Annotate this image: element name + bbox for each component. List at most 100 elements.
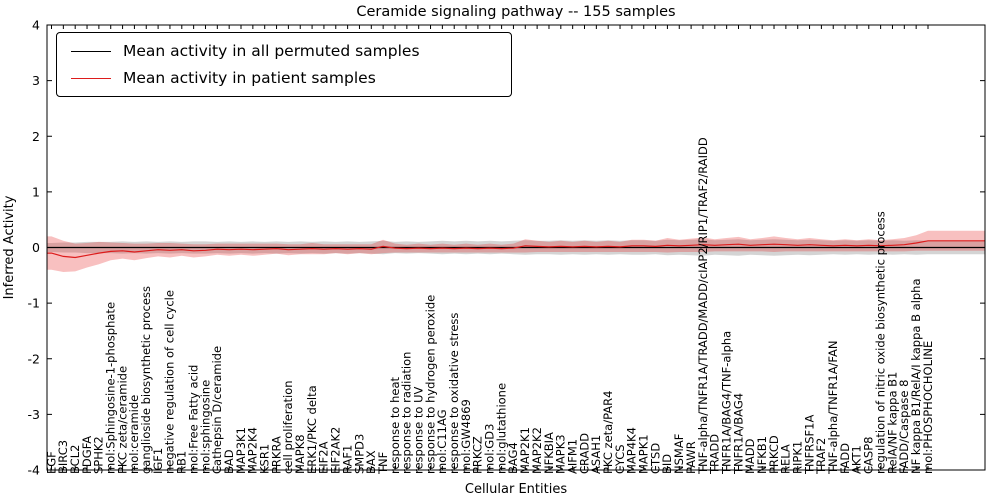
x-tick-label: MAP2K2 xyxy=(530,427,544,474)
x-tick-label: SPHK2 xyxy=(92,436,106,474)
x-tick-label: regulation of nitric oxide biosynthetic … xyxy=(873,211,887,474)
patient-mean-line xyxy=(47,240,985,259)
x-tick-label: RelA/NF kappa B1 xyxy=(885,372,899,474)
x-tick-label: TNFRSF1A xyxy=(802,415,816,475)
x-tick-label: EIF2AK2 xyxy=(329,427,343,474)
x-tick-label: mol:ceramide xyxy=(127,395,141,474)
x-tick-label: MAP4K4 xyxy=(625,427,639,474)
y-tick-label: -3 xyxy=(28,407,40,422)
y-tick-label: 1 xyxy=(32,184,40,199)
y-tick-label: 3 xyxy=(32,73,40,88)
x-tick-label: PDGFA xyxy=(80,436,94,474)
x-tick-label: BCL2 xyxy=(68,445,82,474)
x-tick-label: PRKCZ xyxy=(471,436,485,474)
x-tick-label: mol:GD3 xyxy=(483,424,497,474)
x-tick-label: MAP2K4 xyxy=(246,427,260,474)
x-tick-label: TRADD xyxy=(708,434,722,475)
x-tick-label: TRAF2 xyxy=(814,438,828,475)
x-tick-label: RAF1 xyxy=(340,445,354,474)
x-tick-label: NFKB1 xyxy=(755,436,769,474)
y-tick-label: -2 xyxy=(28,351,40,366)
x-axis-labels: EGFBIRC3BCL2PDGFASPHK2mol:Sphingosine-1-… xyxy=(44,137,935,475)
chart-title: Ceramide signaling pathway -- 155 sample… xyxy=(356,4,675,20)
x-tick-label: mol:Free Fatty acid xyxy=(186,365,200,474)
x-tick-label: TNF xyxy=(376,452,390,475)
x-tick-label: TNF-alpha/TNFR1A/TRADD/MADD/cIAP2/RIP1/T… xyxy=(696,137,710,475)
x-tick-label: PRKRA xyxy=(269,436,283,474)
y-tick-label: -4 xyxy=(28,463,41,478)
x-tick-label: MADD xyxy=(743,438,757,474)
x-tick-label: MAP3K1 xyxy=(234,427,248,474)
x-tick-label: response to oxidative stress xyxy=(447,313,461,474)
y-axis-labels: -4 -3 -2 -1 0 1 2 3 4 xyxy=(28,18,41,478)
legend-label-permuted: Mean activity in all permuted samples xyxy=(123,42,420,60)
x-tick-label: FADD/Caspase 8 xyxy=(897,380,911,474)
y-tick-label: -1 xyxy=(28,296,40,311)
x-tick-label: MAPK3 xyxy=(554,434,568,474)
legend: Mean activity in all permuted samples Me… xyxy=(56,32,512,97)
x-tick-label: AIFM1 xyxy=(566,439,580,474)
x-tick-label: response to radiation xyxy=(400,352,414,474)
x-tick-label: ERK1/PKC delta xyxy=(305,385,319,474)
x-tick-label: NFKBIA xyxy=(542,432,556,474)
legend-label-patient: Mean activity in patient samples xyxy=(123,69,376,87)
y-tick-label: 0 xyxy=(32,240,40,255)
patient-line-swatch xyxy=(71,77,111,79)
x-tick-label: SMPD3 xyxy=(352,434,366,474)
x-tick-label: NF kappa B1/RelA/I kappa B alpha xyxy=(909,278,923,474)
axis-ticks xyxy=(47,24,985,471)
x-tick-label: mol:glutathione xyxy=(494,383,508,474)
x-axis-title: Cellular Entities xyxy=(465,482,567,497)
y-tick-label: 4 xyxy=(32,18,40,33)
x-tick-label: RB1 xyxy=(175,451,189,474)
y-axis-title: Inferred Activity xyxy=(2,195,17,299)
x-tick-label: mol:sphingosine xyxy=(198,380,212,474)
x-tick-label: PKC zeta/ceramide xyxy=(115,366,129,474)
legend-item-patient: Mean activity in patient samples xyxy=(71,69,497,87)
x-tick-label: response to heat xyxy=(388,377,402,474)
x-tick-label: ASAH1 xyxy=(589,435,603,474)
x-tick-label: mol:Sphingosine-1-phosphate xyxy=(104,302,118,474)
x-tick-label: PKC zeta/PAR4 xyxy=(601,391,615,474)
x-tick-label: ganglioside biosynthetic process xyxy=(139,286,153,474)
x-tick-label: TNF-alpha/TNFR1A/FAN xyxy=(826,341,840,475)
x-tick-label: mol:PHOSPHOCHOLINE xyxy=(921,341,935,474)
x-tick-label: CRADD xyxy=(577,433,591,474)
x-tick-label: NSMAF xyxy=(672,434,686,474)
x-tick-label: mol:C11AG xyxy=(435,409,449,474)
patient-confidence-band xyxy=(47,230,985,272)
x-tick-label: AKT1 xyxy=(850,445,864,474)
series-lines xyxy=(47,240,985,259)
x-tick-label: RELA xyxy=(779,444,793,474)
x-tick-label: MAPK1 xyxy=(637,434,651,474)
x-tick-label: EIF2A xyxy=(317,441,331,474)
x-tick-label: CASP8 xyxy=(862,437,876,474)
x-tick-label: FADD xyxy=(838,443,852,474)
x-tick-label: response to hydrogen peroxide xyxy=(423,295,437,474)
x-tick-label: cell proliferation xyxy=(281,380,295,474)
x-tick-label: BIRC3 xyxy=(56,440,70,474)
x-tick-label: TNFR1A/BAG4/TNF-alpha xyxy=(719,331,733,475)
x-tick-label: KSR1 xyxy=(258,444,272,474)
x-tick-label: MAP2K1 xyxy=(518,427,532,474)
x-tick-label: MAPK8 xyxy=(293,434,307,474)
x-tick-label: BAG4 xyxy=(506,442,520,474)
x-tick-label: BID xyxy=(660,454,674,474)
x-tick-label: BAD xyxy=(222,449,236,474)
x-tick-label: negative regulation of cell cycle xyxy=(163,290,177,474)
y-tick-label: 2 xyxy=(32,129,40,144)
x-tick-label: EGF xyxy=(44,451,58,474)
x-tick-label: CYCS xyxy=(613,444,627,474)
x-tick-label: BAX xyxy=(364,450,378,474)
x-tick-label: response to UV xyxy=(412,386,426,474)
x-tick-label: RIPK1 xyxy=(791,441,805,474)
permuted-line-swatch xyxy=(71,50,111,52)
x-tick-label: mol:GW4869 xyxy=(459,399,473,474)
x-tick-label: Cathepsin D/ceramide xyxy=(210,346,224,474)
x-tick-label: TNFR1A/BAG4 xyxy=(731,393,745,475)
x-tick-label: PAWR xyxy=(684,441,698,474)
x-tick-label: CTSD xyxy=(648,443,662,474)
x-tick-label: IGF1 xyxy=(151,448,165,474)
